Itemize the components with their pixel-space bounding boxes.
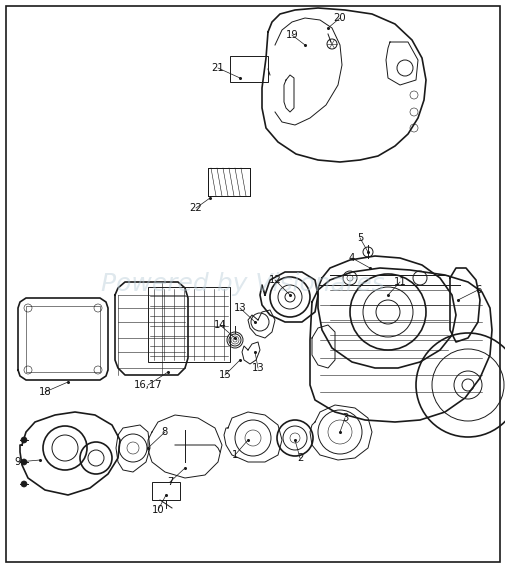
Text: 8: 8 bbox=[162, 427, 168, 437]
Text: 15: 15 bbox=[218, 370, 231, 380]
Text: 5: 5 bbox=[356, 233, 363, 243]
Text: 22: 22 bbox=[189, 203, 202, 213]
Text: 19: 19 bbox=[285, 30, 298, 40]
Circle shape bbox=[21, 481, 27, 487]
Circle shape bbox=[21, 437, 27, 443]
Text: 21: 21 bbox=[211, 63, 224, 73]
Text: 14: 14 bbox=[213, 320, 226, 330]
Text: 3: 3 bbox=[341, 413, 347, 423]
Text: 6: 6 bbox=[474, 285, 480, 295]
Text: 12: 12 bbox=[268, 275, 281, 285]
Text: 9: 9 bbox=[15, 457, 21, 467]
Text: 20: 20 bbox=[333, 13, 345, 23]
Text: 13: 13 bbox=[233, 303, 246, 313]
Text: 2: 2 bbox=[296, 453, 302, 463]
Text: 18: 18 bbox=[38, 387, 51, 397]
FancyBboxPatch shape bbox=[208, 168, 249, 196]
Text: 11: 11 bbox=[393, 277, 406, 287]
Text: 4: 4 bbox=[348, 253, 355, 263]
Text: 10: 10 bbox=[152, 505, 164, 515]
Text: 16,17: 16,17 bbox=[133, 380, 162, 390]
Text: 1: 1 bbox=[231, 450, 238, 460]
Text: 13: 13 bbox=[251, 363, 264, 373]
Text: Powered by Visionares: Powered by Visionares bbox=[101, 272, 384, 296]
Circle shape bbox=[21, 459, 27, 465]
Text: 7: 7 bbox=[167, 477, 173, 487]
